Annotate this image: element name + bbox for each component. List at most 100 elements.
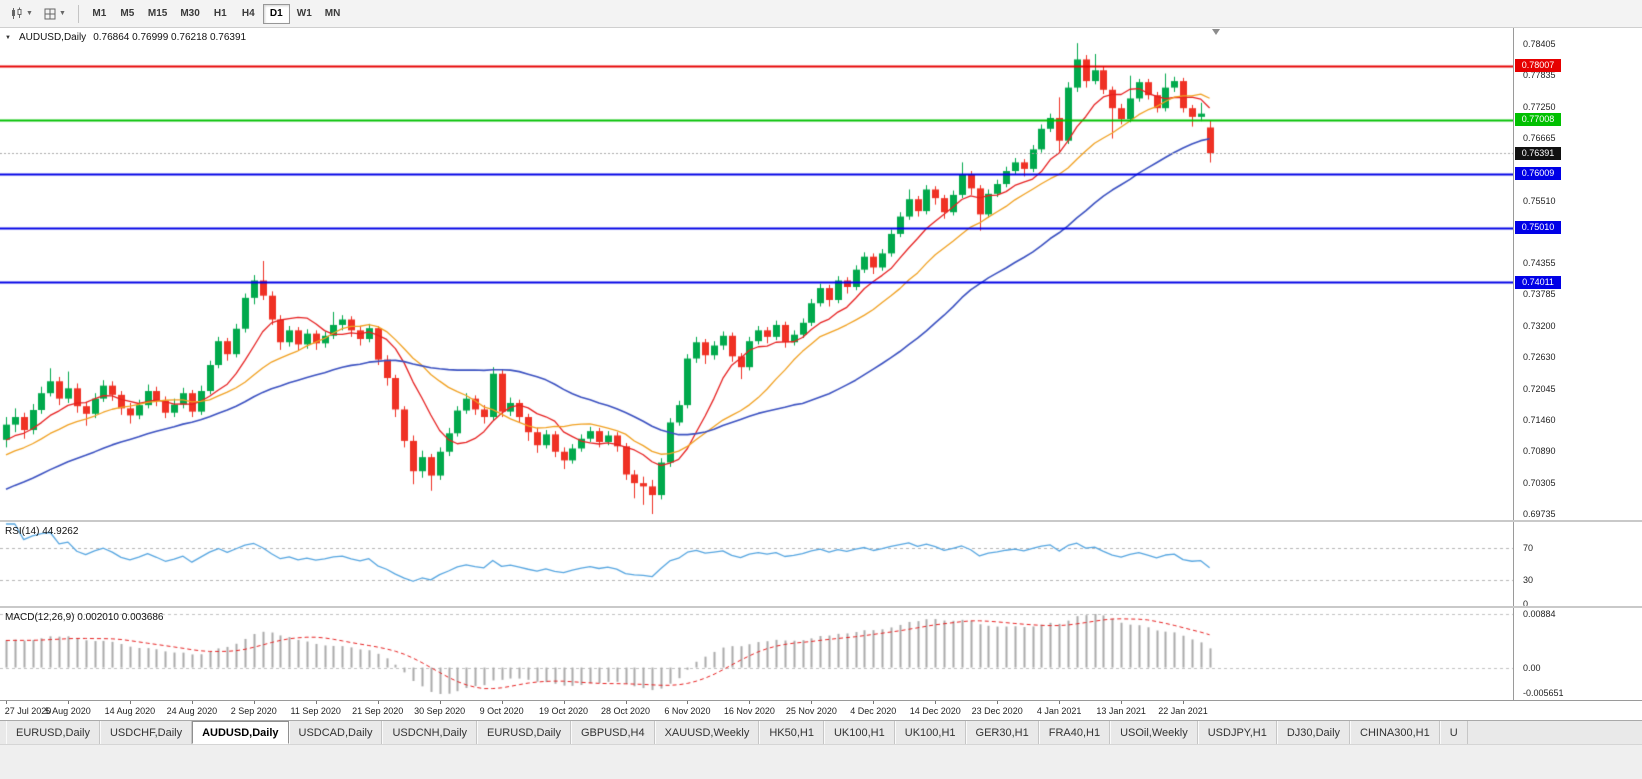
chart-tab-usdcad-daily[interactable]: USDCAD,Daily — [288, 721, 383, 744]
chart-tab-eurusd-daily[interactable]: EURUSD,Daily — [477, 721, 571, 744]
time-axis-tick — [378, 701, 379, 704]
chart-tab-audusd-daily[interactable]: AUDUSD,Daily — [192, 721, 289, 744]
status-bar — [0, 744, 1642, 779]
rsi-label: RSI(14) 44.9262 — [5, 526, 79, 537]
price-level-badge: 0.74011 — [1515, 275, 1561, 289]
time-axis-tick — [130, 701, 131, 704]
time-axis-tick — [935, 701, 936, 704]
collapse-arrow-icon: ▼ — [5, 34, 11, 41]
pane-splitter[interactable] — [0, 520, 1642, 522]
rsi-axis-label: 30 — [1523, 575, 1534, 585]
date-label: 16 Nov 2020 — [723, 706, 775, 716]
chart-tabs-bar: EURUSD,Daily USDCHF,Daily AUDUSD,Daily USDC… — [0, 720, 1642, 744]
chart-templates-dropdown[interactable]: ▼ — [39, 3, 71, 25]
timeframe-button-mn[interactable]: MN — [324, 8, 341, 19]
macd-axis-label: -0.005651 — [1523, 688, 1564, 698]
chart-tab-hk50-h1[interactable]: HK50,H1 — [759, 721, 824, 744]
chart-tab-dj30-daily[interactable]: DJ30,Daily — [1276, 721, 1351, 744]
price-axis-label: 0.72045 — [1523, 383, 1556, 394]
date-label: 6 Nov 2020 — [664, 706, 711, 716]
date-label: 2 Sep 2020 — [230, 706, 277, 716]
time-axis-tick — [749, 701, 750, 704]
time-axis-tick — [1059, 701, 1060, 704]
date-label: 13 Jan 2021 — [1096, 706, 1146, 716]
date-label: 25 Nov 2020 — [785, 706, 837, 716]
chart-type-dropdown[interactable]: ▼ — [5, 3, 38, 25]
price-axis-label: 0.78405 — [1523, 38, 1556, 49]
date-label: 19 Oct 2020 — [539, 706, 589, 716]
time-axis-tick — [687, 701, 688, 704]
date-label: 4 Jan 2021 — [1036, 706, 1082, 716]
time-axis-tick — [1121, 701, 1122, 704]
price-axis-label: 0.71460 — [1523, 415, 1556, 426]
date-label: 21 Sep 2020 — [352, 706, 404, 716]
candlestick-chart-icon — [12, 7, 22, 19]
timeframe-button-m30[interactable]: M30 — [180, 8, 200, 19]
timeframe-button-m15[interactable]: M15 — [147, 8, 168, 19]
time-axis-tick — [997, 701, 998, 704]
date-label: 28 Oct 2020 — [600, 706, 651, 716]
price-level-badge: 0.78007 — [1515, 59, 1561, 73]
price-axis-label: 0.70890 — [1523, 446, 1556, 457]
chart-title: ▼ AUDUSD,Daily 0.76864 0.76999 0.76218 0… — [5, 32, 246, 43]
rsi-indicator-canvas[interactable] — [0, 522, 1513, 606]
chart-ohlc-values: 0.76864 0.76999 0.76218 0.76391 — [93, 32, 247, 43]
price-axis-label: 0.69735 — [1523, 508, 1556, 519]
price-level-badge: 0.77008 — [1515, 113, 1561, 127]
macd-axis-label: 0.00884 — [1523, 609, 1556, 619]
time-axis-tick — [811, 701, 812, 704]
time-axis[interactable]: 27 Jul 2020 5 Aug 2020 14 Aug 2020 24 Aug 2… — [0, 700, 1642, 720]
time-axis-tick — [6, 701, 7, 704]
price-chart-canvas[interactable] — [0, 28, 1513, 520]
date-label: 11 Sep 2020 — [290, 706, 341, 716]
price-axis-label: 0.70305 — [1523, 477, 1556, 488]
date-label: 5 Aug 2020 — [45, 706, 91, 716]
chart-tab-fra40-h1[interactable]: FRA40,H1 — [1038, 721, 1111, 744]
date-label: 4 Dec 2020 — [850, 706, 897, 716]
timeframe-button-m5[interactable]: M5 — [120, 8, 135, 19]
date-label: 23 Dec 2020 — [971, 706, 1023, 716]
chart-tab-ger30-h1[interactable]: GER30,H1 — [965, 721, 1039, 744]
timeframe-button-w1[interactable]: W1 — [296, 8, 312, 19]
top-toolbar: ▼ ▼ M1 M5 M15 M30 H1 H4 D1 W1 MN — [0, 0, 1642, 28]
timeframe-button-h1[interactable]: H1 — [213, 8, 227, 19]
price-axis-label: 0.73200 — [1523, 321, 1556, 332]
timeframe-button-d1[interactable]: D1 — [262, 3, 290, 24]
date-label: 27 Jul 2020 — [4, 706, 52, 716]
price-axis-label: 0.72630 — [1523, 351, 1556, 362]
timeframe-button-m1[interactable]: M1 — [92, 8, 107, 19]
chart-tab-gbpusd-h4[interactable]: GBPUSD,H4 — [571, 721, 655, 744]
chart-symbol-period: AUDUSD,Daily — [18, 32, 87, 43]
time-axis-tick — [68, 701, 69, 704]
grid-icon — [44, 8, 56, 19]
chart-tab-china300-h1[interactable]: CHINA300,H1 — [1350, 721, 1440, 744]
chart-tab-usdjpy-h1[interactable]: USDJPY,H1 — [1197, 721, 1277, 744]
date-label: 22 Jan 2021 — [1158, 706, 1208, 716]
timeframe-button-h4[interactable]: H4 — [241, 8, 255, 19]
date-label: 24 Aug 2020 — [166, 706, 218, 716]
chart-tab-uk100-h1[interactable]: UK100,H1 — [894, 721, 966, 744]
price-level-badge: 0.76009 — [1515, 167, 1561, 181]
chart-tab-xauusd-weekly[interactable]: XAUUSD,Weekly — [654, 721, 760, 744]
price-axis-label: 0.77835 — [1523, 69, 1556, 80]
chart-tab-usoil-weekly[interactable]: USOil,Weekly — [1110, 721, 1198, 744]
price-level-badge: 0.75010 — [1515, 221, 1561, 235]
chevron-down-icon: ▼ — [58, 10, 66, 17]
pane-splitter[interactable] — [0, 606, 1642, 608]
chart-tab-uk100-h1[interactable]: UK100,H1 — [823, 721, 895, 744]
chart-tab-eurusd-daily[interactable]: EURUSD,Daily — [6, 721, 100, 744]
chart-shift-marker-icon[interactable] — [1212, 29, 1220, 35]
price-axis-label: 0.77250 — [1523, 101, 1556, 112]
macd-axis-label: 0.00 — [1523, 662, 1541, 673]
macd-indicator-canvas[interactable] — [0, 608, 1513, 700]
chart-tab-usdchf-daily[interactable]: USDCHF,Daily — [99, 721, 193, 744]
chart-tab-u[interactable]: U — [1439, 721, 1468, 744]
chart-tab-usdcnh-daily[interactable]: USDCNH,Daily — [382, 721, 478, 744]
current-price-badge: 0.76391 — [1515, 146, 1561, 160]
timeframe-buttons: M1 M5 M15 M30 H1 H4 D1 W1 MN — [86, 3, 346, 24]
price-axis[interactable]: 0.78405 0.77835 0.77250 0.76665 0.75510 0.743… — [1513, 28, 1642, 700]
date-label: 14 Aug 2020 — [104, 706, 156, 716]
time-axis-tick — [502, 701, 503, 704]
time-axis-tick — [440, 701, 441, 704]
